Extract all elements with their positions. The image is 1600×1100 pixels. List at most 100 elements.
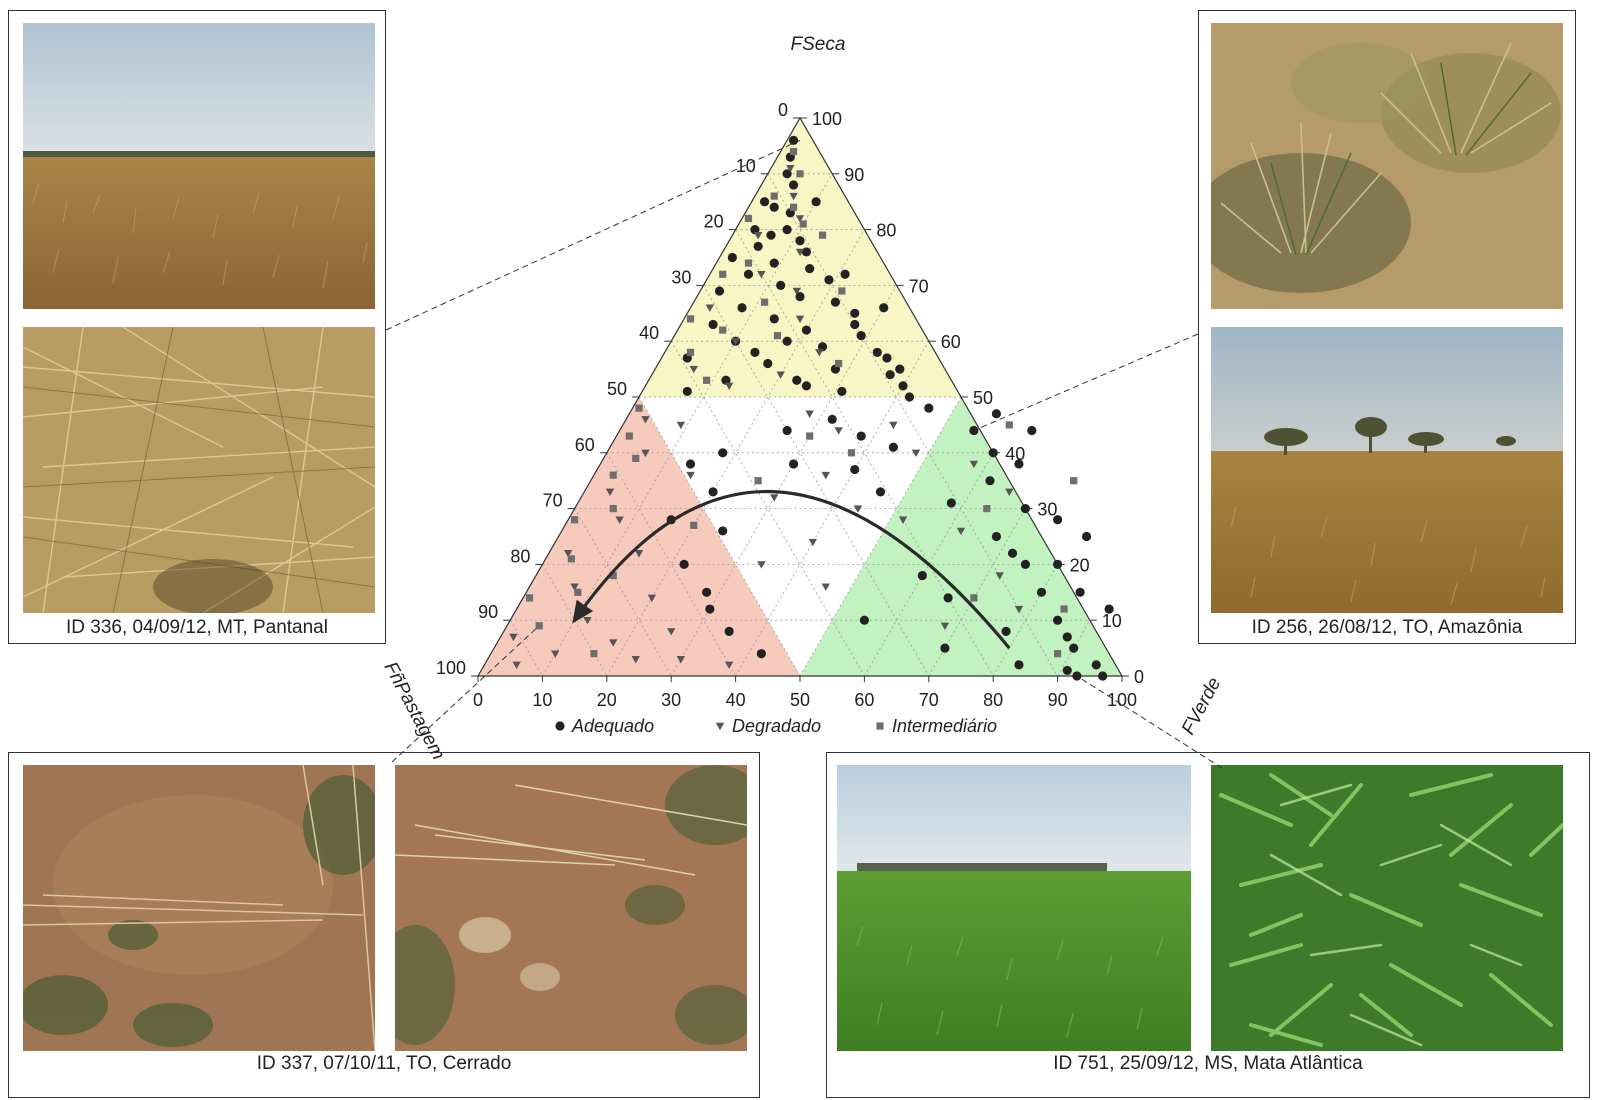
data-point — [1014, 459, 1024, 469]
series-adequado — [666, 135, 1114, 681]
trend-arrow-curve — [573, 489, 1011, 650]
caption-amazonia: ID 256, 26/08/12, TO, Amazônia — [1251, 617, 1523, 638]
leader-line-mata-atlantica — [1076, 675, 1223, 769]
data-point — [1075, 587, 1085, 597]
data-point — [708, 319, 718, 330]
trend-arrow — [572, 489, 1011, 650]
data-point — [1005, 488, 1014, 497]
data-point — [983, 505, 991, 513]
chart-legend: Adequado Degradado Intermediário — [555, 716, 997, 736]
grid-line-fnpastagem — [767, 173, 1058, 677]
data-point — [634, 550, 644, 558]
data-point — [792, 287, 801, 296]
data-point — [835, 359, 843, 368]
data-point — [824, 275, 834, 285]
data-point — [821, 583, 830, 591]
data-point — [551, 650, 560, 658]
data-point — [705, 604, 715, 614]
data-point — [1053, 615, 1063, 625]
photo-pantanal-landscape — [23, 23, 375, 309]
grid-line-fnpastagem — [735, 229, 994, 677]
data-point — [795, 315, 805, 324]
data-point — [1091, 660, 1101, 670]
tick-label-fverde: 30 — [661, 690, 681, 710]
tick-label-fverde: 10 — [532, 690, 552, 710]
data-point — [1001, 626, 1011, 636]
data-point — [1036, 587, 1047, 597]
data-point — [686, 348, 695, 356]
tick-label-fnpastagem: 80 — [510, 546, 530, 566]
data-point — [806, 432, 814, 440]
zone-fnpastagem-dominant — [478, 397, 800, 676]
data-point — [686, 315, 695, 323]
data-point — [850, 464, 860, 475]
data-point — [708, 487, 718, 497]
data-point — [789, 147, 798, 156]
data-point — [956, 527, 966, 536]
data-point — [753, 241, 763, 251]
data-point — [856, 431, 866, 441]
data-point — [789, 203, 798, 211]
data-point — [943, 593, 953, 603]
grid-line-fverde — [928, 508, 1026, 677]
tick-label-fseca: 70 — [909, 276, 929, 296]
data-point — [805, 264, 815, 274]
data-point — [889, 421, 898, 430]
data-point — [917, 570, 927, 581]
tick-label-fseca: 0 — [1134, 667, 1144, 687]
data-point — [571, 516, 579, 524]
grid-line-fnpastagem — [574, 508, 672, 677]
data-point — [641, 416, 650, 424]
data-point — [988, 448, 998, 458]
tick-label-fverde: 70 — [919, 690, 939, 710]
data-point — [788, 180, 799, 190]
data-point — [850, 319, 860, 330]
data-point — [788, 135, 799, 145]
data-point — [940, 622, 950, 630]
data-point — [689, 365, 698, 374]
caption-cerrado: ID 337, 07/10/11, TO, Cerrado — [256, 1053, 512, 1074]
data-point — [719, 326, 727, 334]
photo-cerrado-soil-2 — [395, 765, 747, 1051]
grid-line-fverde — [799, 396, 962, 677]
data-point — [760, 298, 769, 306]
data-point — [724, 626, 734, 636]
data-point — [776, 371, 785, 379]
data-point — [782, 225, 792, 235]
data-point — [801, 325, 812, 335]
data-point — [786, 165, 795, 173]
data-point — [1070, 477, 1078, 485]
data-point — [731, 338, 740, 346]
data-point — [605, 488, 615, 497]
photo-amazonia-closeup — [1211, 23, 1563, 309]
data-point — [563, 550, 573, 558]
photo-leader-lines — [385, 139, 1223, 769]
data-point — [769, 314, 779, 324]
data-point — [721, 375, 731, 385]
data-point — [853, 505, 863, 513]
leader-line-cerrado — [391, 625, 540, 763]
data-point — [753, 231, 763, 240]
data-point — [770, 192, 778, 200]
tick-label-fverde: 20 — [597, 690, 617, 710]
legend-label: Intermediário — [892, 716, 997, 736]
data-point — [1005, 421, 1013, 429]
data-point — [769, 258, 779, 268]
grid-line-fnpastagem — [542, 564, 608, 677]
photo-panel-cerrado: ID 337, 07/10/11, TO, Cerrado — [8, 752, 760, 1098]
series-degradado — [509, 165, 1024, 670]
data-point — [631, 656, 640, 664]
tick-label-fnpastagem: 30 — [671, 267, 691, 287]
grid-line-fnpastagem — [509, 620, 543, 677]
data-point — [690, 521, 698, 529]
tick-label-fseca: 10 — [1102, 611, 1122, 631]
photo-mata-landscape — [837, 765, 1191, 1051]
tick-label-fnpastagem: 10 — [736, 156, 756, 176]
tick-label-fnpastagem: 0 — [778, 100, 788, 120]
data-point — [609, 471, 617, 479]
data-point — [898, 381, 908, 391]
data-point — [817, 342, 828, 352]
data-point — [859, 615, 870, 625]
data-point — [1007, 548, 1018, 558]
